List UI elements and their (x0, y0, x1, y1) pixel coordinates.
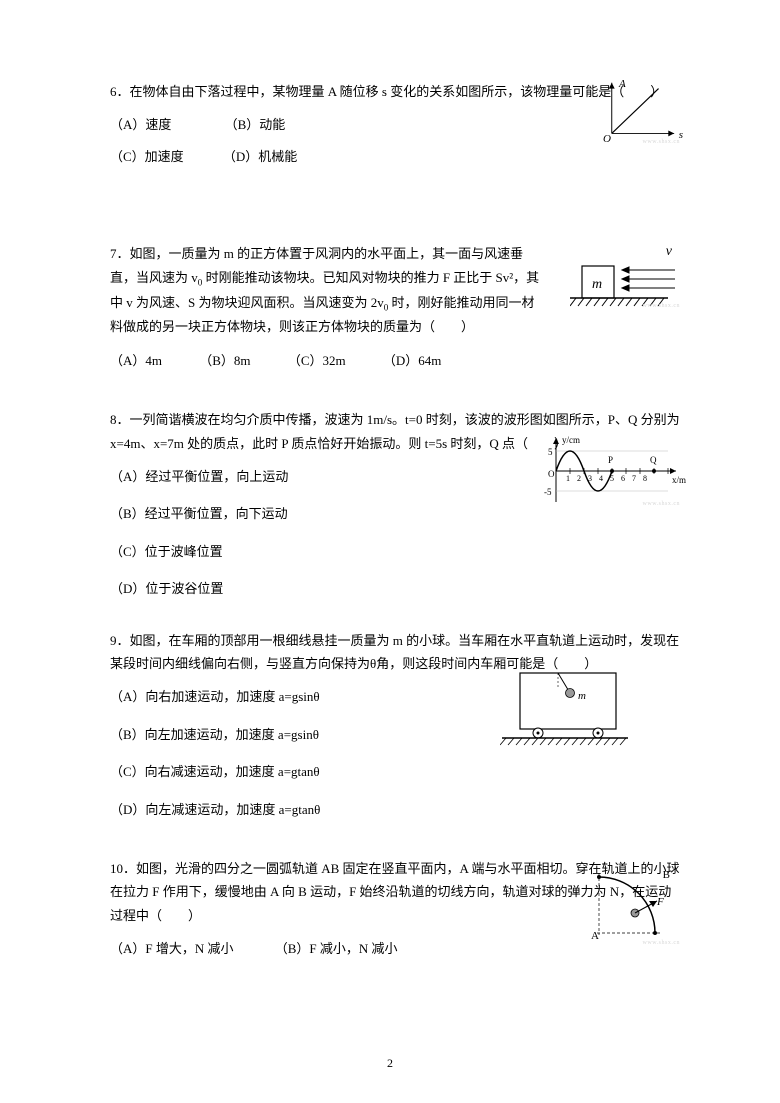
q6-stem: 6．在物体自由下落过程中，某物理量 A 随位移 s 变化的关系如图所示，该物理量… (110, 80, 680, 103)
q7-option-a: （A）4m (110, 349, 162, 372)
q8-xticks: 12345678 (566, 472, 654, 486)
q10-figure: B A F www.shsx.cn (585, 869, 680, 947)
q7-option-d: （D）64m (383, 349, 442, 372)
q6-origin: O (603, 130, 611, 150)
q7-stem: 7．如图，一质量为 m 的正方体置于风洞内的水平面上，其一面与风速垂直，当风速为… (110, 242, 540, 339)
q8-figure: y/cm x/m 5 -5 O P Q 12345678 www.shsx.cn (540, 434, 680, 508)
q10-A: A (591, 927, 599, 947)
q9-option-c: （C）向右减速运动，加速度 a=gtanθ (110, 760, 680, 783)
q7-figure: v m www.shsx.cn (570, 242, 680, 314)
watermark: www.shsx.cn (643, 938, 680, 949)
q9-figure: m (500, 667, 630, 751)
q6-option-c: （C）加速度 (110, 145, 184, 168)
q6-figure: A s O www.shsx.cn (602, 76, 680, 146)
q8-Q: Q (650, 452, 657, 468)
q9-option-d: （D）向左减速运动，加速度 a=gtanθ (110, 798, 680, 821)
q6-option-d: （D）机械能 (223, 145, 297, 168)
q8-option-d: （D）位于波谷位置 (110, 577, 680, 600)
q10-option-a: （A）F 增大，N 减小 (110, 937, 234, 960)
watermark: www.shsx.cn (643, 499, 680, 510)
q7-option-b: （B）8m (199, 349, 250, 372)
q7-v-label: v (666, 239, 672, 264)
q10-option-b: （B）F 减小，N 减小 (275, 937, 398, 960)
watermark: www.shsx.cn (643, 301, 680, 312)
q7-m-label: m (592, 272, 602, 297)
q8-ylabel: y/cm (562, 432, 580, 448)
q6-option-b: （B）动能 (225, 113, 286, 136)
page-number: 2 (387, 1053, 393, 1075)
q8-ytick1: 5 (548, 444, 553, 460)
q8-xlabel: x/m (672, 472, 686, 488)
watermark: www.shsx.cn (643, 137, 680, 148)
q6-option-a: （A）速度 (110, 113, 171, 136)
q10-F: F (657, 893, 664, 913)
q8-origin: O (548, 466, 555, 482)
q8-option-c: （C）位于波峰位置 (110, 540, 680, 563)
q7-option-c: （C）32m (288, 349, 346, 372)
q8-ytick2: -5 (544, 484, 552, 500)
q8-P: P (608, 452, 613, 468)
q10-B: B (663, 866, 670, 886)
q6-axis-y-label: A (619, 75, 626, 95)
q9-m-label: m (578, 687, 586, 707)
